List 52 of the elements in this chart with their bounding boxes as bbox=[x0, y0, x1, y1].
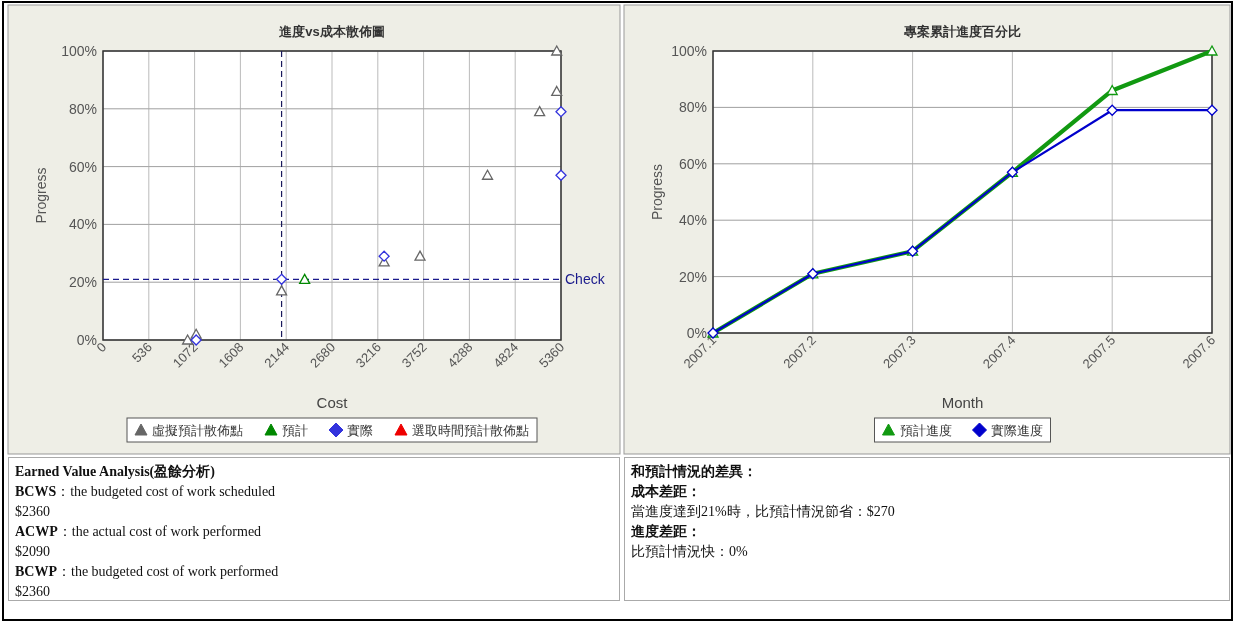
legend-label: 選取時間預計散佈點 bbox=[412, 423, 529, 438]
point bbox=[1206, 104, 1218, 116]
text: BCWP：the budgeted cost of work performed bbox=[15, 563, 280, 581]
legend-label: 實際 bbox=[347, 423, 373, 438]
text: 進度差距： bbox=[631, 523, 702, 541]
point bbox=[275, 273, 288, 285]
y-tick-label: 100% bbox=[671, 43, 707, 59]
y-axis-title: Progress bbox=[33, 167, 49, 224]
y-tick-label: 0% bbox=[686, 325, 707, 341]
legend-label: 實際進度 bbox=[990, 423, 1043, 438]
y-tick-label: 0% bbox=[76, 332, 97, 348]
text: $2360 bbox=[15, 503, 51, 521]
y-tick-label: 20% bbox=[678, 268, 707, 285]
y-tick-label: 80% bbox=[68, 100, 97, 117]
y-tick-label: 40% bbox=[678, 212, 707, 229]
point bbox=[1106, 104, 1118, 116]
y-tick-label: 100% bbox=[61, 43, 97, 59]
y-tick-label: 60% bbox=[68, 158, 97, 175]
point bbox=[555, 169, 567, 181]
legend-label: 預計 bbox=[282, 423, 308, 438]
point bbox=[533, 106, 546, 117]
point bbox=[551, 85, 563, 97]
text: 和預計情況的差異： bbox=[631, 463, 758, 481]
point bbox=[414, 250, 426, 261]
point bbox=[378, 250, 390, 262]
text: $2090 bbox=[15, 543, 51, 561]
text: ACWP：the actual cost of work performed bbox=[15, 523, 263, 541]
ref-line-label: Check bbox=[565, 271, 606, 288]
point bbox=[1206, 45, 1218, 56]
y-tick-label: 40% bbox=[68, 216, 97, 233]
y-tick-label: 60% bbox=[678, 155, 707, 172]
text: 當進度達到21%時，比預計情況節省：$270 bbox=[631, 503, 896, 521]
text: $2360 bbox=[15, 583, 51, 601]
x-axis-title: Cost bbox=[316, 394, 349, 411]
text: BCWS：the budgeted cost of work scheduled bbox=[15, 483, 277, 501]
y-tick-label: 20% bbox=[68, 274, 97, 291]
y-axis-title: Progress bbox=[649, 163, 665, 221]
text: 比預計情況快：0% bbox=[631, 543, 749, 561]
chart-title: 專案累計進度百分比 bbox=[903, 24, 1021, 39]
legend-label: 虛擬預計散佈點 bbox=[152, 423, 243, 438]
x-axis-title: Month bbox=[941, 394, 984, 411]
point bbox=[481, 169, 494, 180]
x-tick-label: 536 bbox=[128, 339, 155, 366]
chart-title: 進度vs成本散佈圖 bbox=[278, 24, 385, 39]
point bbox=[299, 273, 311, 284]
point bbox=[555, 106, 567, 118]
y-tick-label: 80% bbox=[678, 99, 707, 116]
point bbox=[275, 285, 288, 296]
point bbox=[551, 45, 563, 56]
legend-label: 預計進度 bbox=[899, 423, 952, 438]
text: Earned Value Analysis(盈餘分析) bbox=[15, 463, 216, 481]
text: 成本差距： bbox=[631, 483, 702, 501]
